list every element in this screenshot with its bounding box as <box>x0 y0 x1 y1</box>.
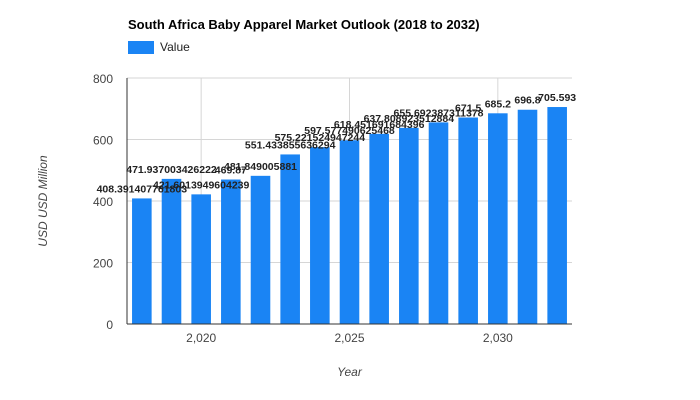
y-tick-label: 0 <box>106 318 113 332</box>
x-tick-label: 2,030 <box>483 331 513 345</box>
bar <box>339 140 360 324</box>
bar <box>161 178 182 324</box>
bar <box>250 175 271 324</box>
data-label: 685.2 <box>485 98 511 110</box>
bar <box>310 147 330 324</box>
data-label: 597.577490625468 <box>304 125 395 137</box>
data-label: 408.391407761803 <box>97 183 188 195</box>
data-label: 696.8 <box>514 95 540 107</box>
bar <box>458 117 478 324</box>
bar <box>488 113 508 325</box>
bar <box>280 154 300 324</box>
x-axis-title: Year <box>337 365 363 379</box>
bar <box>517 109 538 324</box>
data-label: 551.433855636294 <box>245 139 336 151</box>
x-tick-label: 2,020 <box>186 331 216 345</box>
data-label: 575.221524947244 <box>275 132 366 144</box>
data-label: 671.5 <box>455 103 481 115</box>
y-axis-title: USD USD Million <box>36 155 50 247</box>
legend-swatch <box>128 40 154 54</box>
x-tick-label: 2,025 <box>334 331 364 345</box>
legend-label: Value <box>160 40 190 54</box>
legend: Value <box>128 40 190 54</box>
data-label: 421.6013949604239 <box>153 179 250 191</box>
y-tick-label: 600 <box>93 134 113 148</box>
y-tick-label: 400 <box>93 195 113 209</box>
data-label: 481.849005881 <box>224 161 297 173</box>
bar <box>547 107 567 325</box>
bar <box>221 179 241 324</box>
bar <box>191 194 211 324</box>
y-tick-label: 800 <box>93 72 113 86</box>
data-label: 469.87 <box>215 165 247 177</box>
data-label: 637.808923512884 <box>364 113 455 125</box>
bar <box>369 133 389 324</box>
bar <box>428 122 449 324</box>
data-label: 471.937003426222 <box>126 164 217 176</box>
chart-title: South Africa Baby Apparel Market Outlook… <box>128 17 480 32</box>
y-tick-label: 200 <box>93 257 113 271</box>
bar <box>399 127 419 325</box>
bar <box>132 198 152 324</box>
data-label: 618.451691684396 <box>334 119 425 131</box>
data-label: 705.593 <box>538 92 576 104</box>
data-label: 655.692387311378 <box>394 107 484 119</box>
